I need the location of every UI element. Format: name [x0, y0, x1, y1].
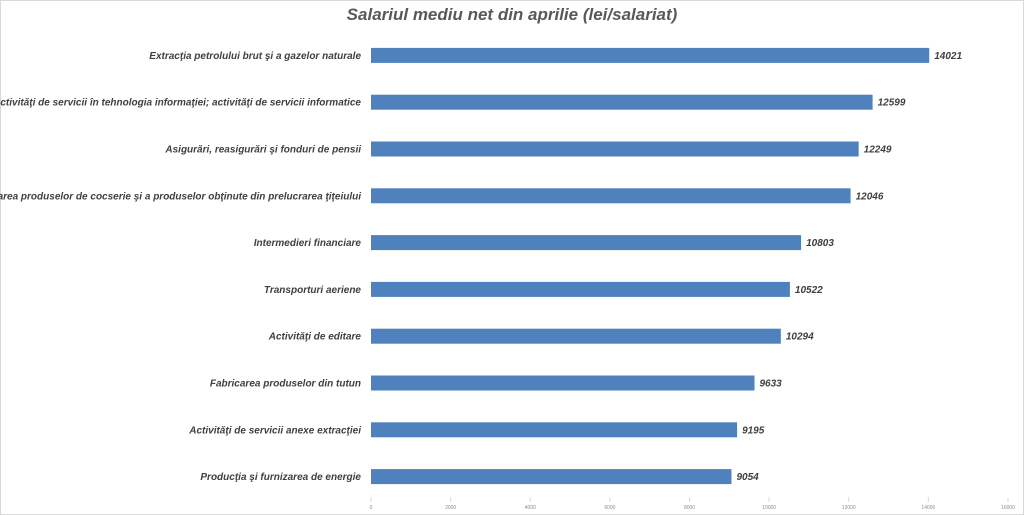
category-label: Fabricarea produselor din tutun [210, 379, 361, 390]
data-label: 9633 [760, 379, 783, 390]
bar [371, 328, 781, 344]
data-label: 14021 [934, 51, 962, 62]
x-tick-label: 8000 [684, 505, 695, 511]
data-label: 10522 [795, 285, 823, 296]
bar [371, 47, 930, 63]
chart-title: Salariul mediu net din aprilie (lei/sala… [346, 5, 678, 24]
x-tick-label: 6000 [604, 505, 615, 511]
x-tick-label: 10000 [762, 505, 776, 511]
data-label: 10294 [786, 332, 814, 343]
bar [371, 469, 732, 485]
category-label: Activităţi de editare [268, 332, 362, 343]
bar [371, 94, 873, 110]
bar [371, 375, 755, 391]
bar [371, 188, 851, 204]
data-label: 9054 [736, 472, 759, 483]
data-label: 12249 [864, 145, 892, 156]
data-label: 12599 [878, 98, 906, 109]
category-label: Activităţi de servicii în tehnologia inf… [0, 98, 361, 109]
x-tick-label: 0 [370, 505, 373, 511]
category-label: Fabricarea produselor de cocserie şi a p… [0, 191, 361, 202]
category-label: Intermedieri financiare [254, 238, 362, 249]
category-label: Transporturi aeriene [264, 285, 362, 296]
data-label: 10803 [806, 238, 834, 249]
bar [371, 141, 859, 157]
category-label: Activităţi de servicii anexe extracţiei [188, 425, 361, 436]
category-label: Asigurări, reasigurări şi fonduri de pen… [164, 145, 361, 156]
x-tick-label: 14000 [921, 505, 935, 511]
x-tick-label: 16000 [1001, 505, 1015, 511]
bar [371, 281, 790, 297]
data-label: 12046 [856, 191, 884, 202]
x-tick-label: 4000 [525, 505, 536, 511]
bar [371, 235, 802, 251]
bar [371, 422, 738, 438]
x-tick-label: 2000 [445, 505, 456, 511]
x-tick-label: 12000 [842, 505, 856, 511]
category-label: Producţia şi furnizarea de energie [200, 472, 361, 483]
category-label: Extracţia petrolului brut şi a gazelor n… [149, 51, 361, 62]
data-label: 9195 [742, 425, 765, 436]
